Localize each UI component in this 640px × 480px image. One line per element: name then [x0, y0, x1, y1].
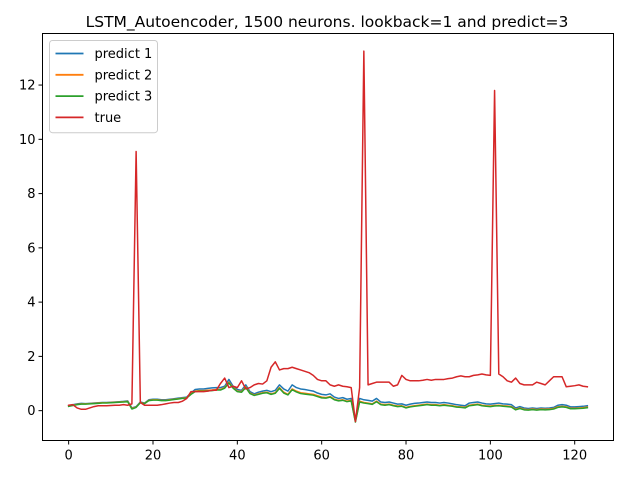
legend-label: predict 3	[95, 90, 153, 105]
x-tick-label: 80	[398, 449, 415, 464]
y-tick-label: 10	[19, 133, 36, 148]
y-tick-label: 12	[19, 79, 36, 94]
axes-frame	[42, 33, 614, 441]
plot-area	[67, 50, 589, 423]
x-tick-label: 100	[478, 449, 503, 464]
y-tick-label: 8	[27, 187, 35, 202]
legend-label: predict 1	[95, 47, 153, 62]
y-tick-label: 4	[27, 296, 35, 311]
series-line-true	[67, 50, 589, 423]
x-tick-label: 20	[145, 449, 162, 464]
y-tick-label: 6	[27, 241, 35, 256]
legend-box	[49, 40, 158, 134]
series-line-predict-3	[67, 382, 589, 423]
x-tick-label: 120	[562, 449, 587, 464]
chart-title: LSTM_Autoencoder, 1500 neurons. lookback…	[86, 13, 569, 32]
legend-label: true	[95, 111, 122, 126]
x-tick-label: 60	[313, 449, 330, 464]
x-tick-label: 0	[65, 449, 73, 464]
x-axis: 0 20 40 60 80 100 120	[65, 440, 587, 464]
legend-label: predict 2	[95, 68, 153, 83]
y-axis: 0 2 4 6 8 10 12	[19, 79, 43, 419]
legend: predict 1 predict 2 predict 3 true	[49, 40, 158, 134]
x-tick-label: 40	[229, 449, 246, 464]
y-tick-label: 0	[27, 404, 35, 419]
y-tick-label: 2	[27, 350, 35, 365]
